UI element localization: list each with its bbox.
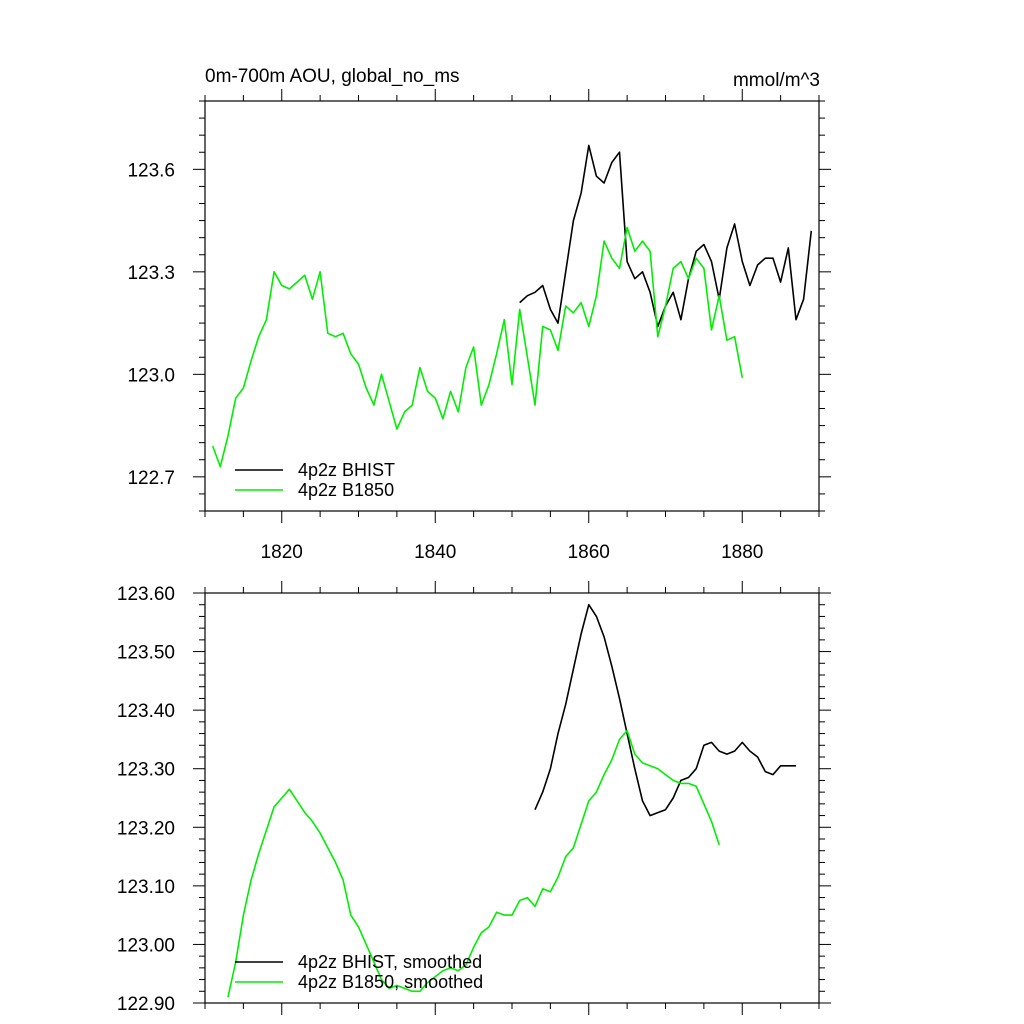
y-tick-label: 123.50: [117, 643, 175, 664]
series-line-4p2z-b1850-smoothed: [227, 729, 720, 998]
top-panel-title: 0m-700m AOU, global_no_ms: [205, 66, 460, 87]
series-line-4p2z-b1850: [211, 226, 744, 468]
x-tick-label: 1820: [261, 542, 303, 563]
bottom-panel-legend: 4p2z BHIST, smoothed 4p2z B1850, smoothe…: [235, 952, 483, 992]
legend-label-b1850-smoothed: 4p2z B1850, smoothed: [298, 972, 483, 992]
y-tick-label: 122.7: [127, 468, 175, 489]
bottom-panel-ticks: 122.90 123.00 123.10 123.20 123.30 123.40 123.…: [117, 581, 831, 1015]
y-tick-label: 123.60: [117, 584, 175, 605]
top-panel-ticks: 1820 1840 1860 1880 122.7 123.0 123.3 123.6: [127, 89, 831, 563]
legend-label-bhist: 4p2z BHIST: [298, 460, 395, 480]
legend-label-bhist-smoothed: 4p2z BHIST, smoothed: [298, 952, 482, 972]
x-tick-label: 1840: [414, 542, 456, 563]
y-tick-label: 123.20: [117, 818, 175, 839]
top-panel-legend: 4p2z BHIST 4p2z B1850: [235, 460, 395, 500]
y-tick-label: 123.6: [127, 160, 175, 181]
x-tick-label: 1860: [568, 542, 610, 563]
bottom-panel-series: [227, 603, 796, 998]
bottom-panel-frame: [204, 592, 820, 1004]
series-line-4p2z-bhist-smoothed: [534, 603, 796, 817]
top-panel-frame: [204, 100, 820, 512]
x-tick-label: 1880: [721, 542, 763, 563]
top-panel-series: [211, 144, 813, 468]
legend-label-b1850: 4p2z B1850: [298, 480, 394, 500]
y-tick-label: 123.10: [117, 877, 175, 898]
y-tick-label: 122.90: [117, 994, 175, 1015]
y-tick-label: 123.0: [127, 365, 175, 386]
y-tick-label: 123.3: [127, 263, 175, 284]
y-tick-label: 123.00: [117, 935, 175, 956]
y-tick-label: 123.30: [117, 760, 175, 781]
y-tick-label: 123.40: [117, 701, 175, 722]
top-panel-units: mmol/m^3: [733, 70, 820, 91]
bottom-panel: 122.90 123.00 123.10 123.20 123.30 123.40 123.…: [117, 581, 831, 1015]
top-panel: 0m-700m AOU, global_no_ms mmol/m^3 1820 1…: [127, 66, 831, 563]
